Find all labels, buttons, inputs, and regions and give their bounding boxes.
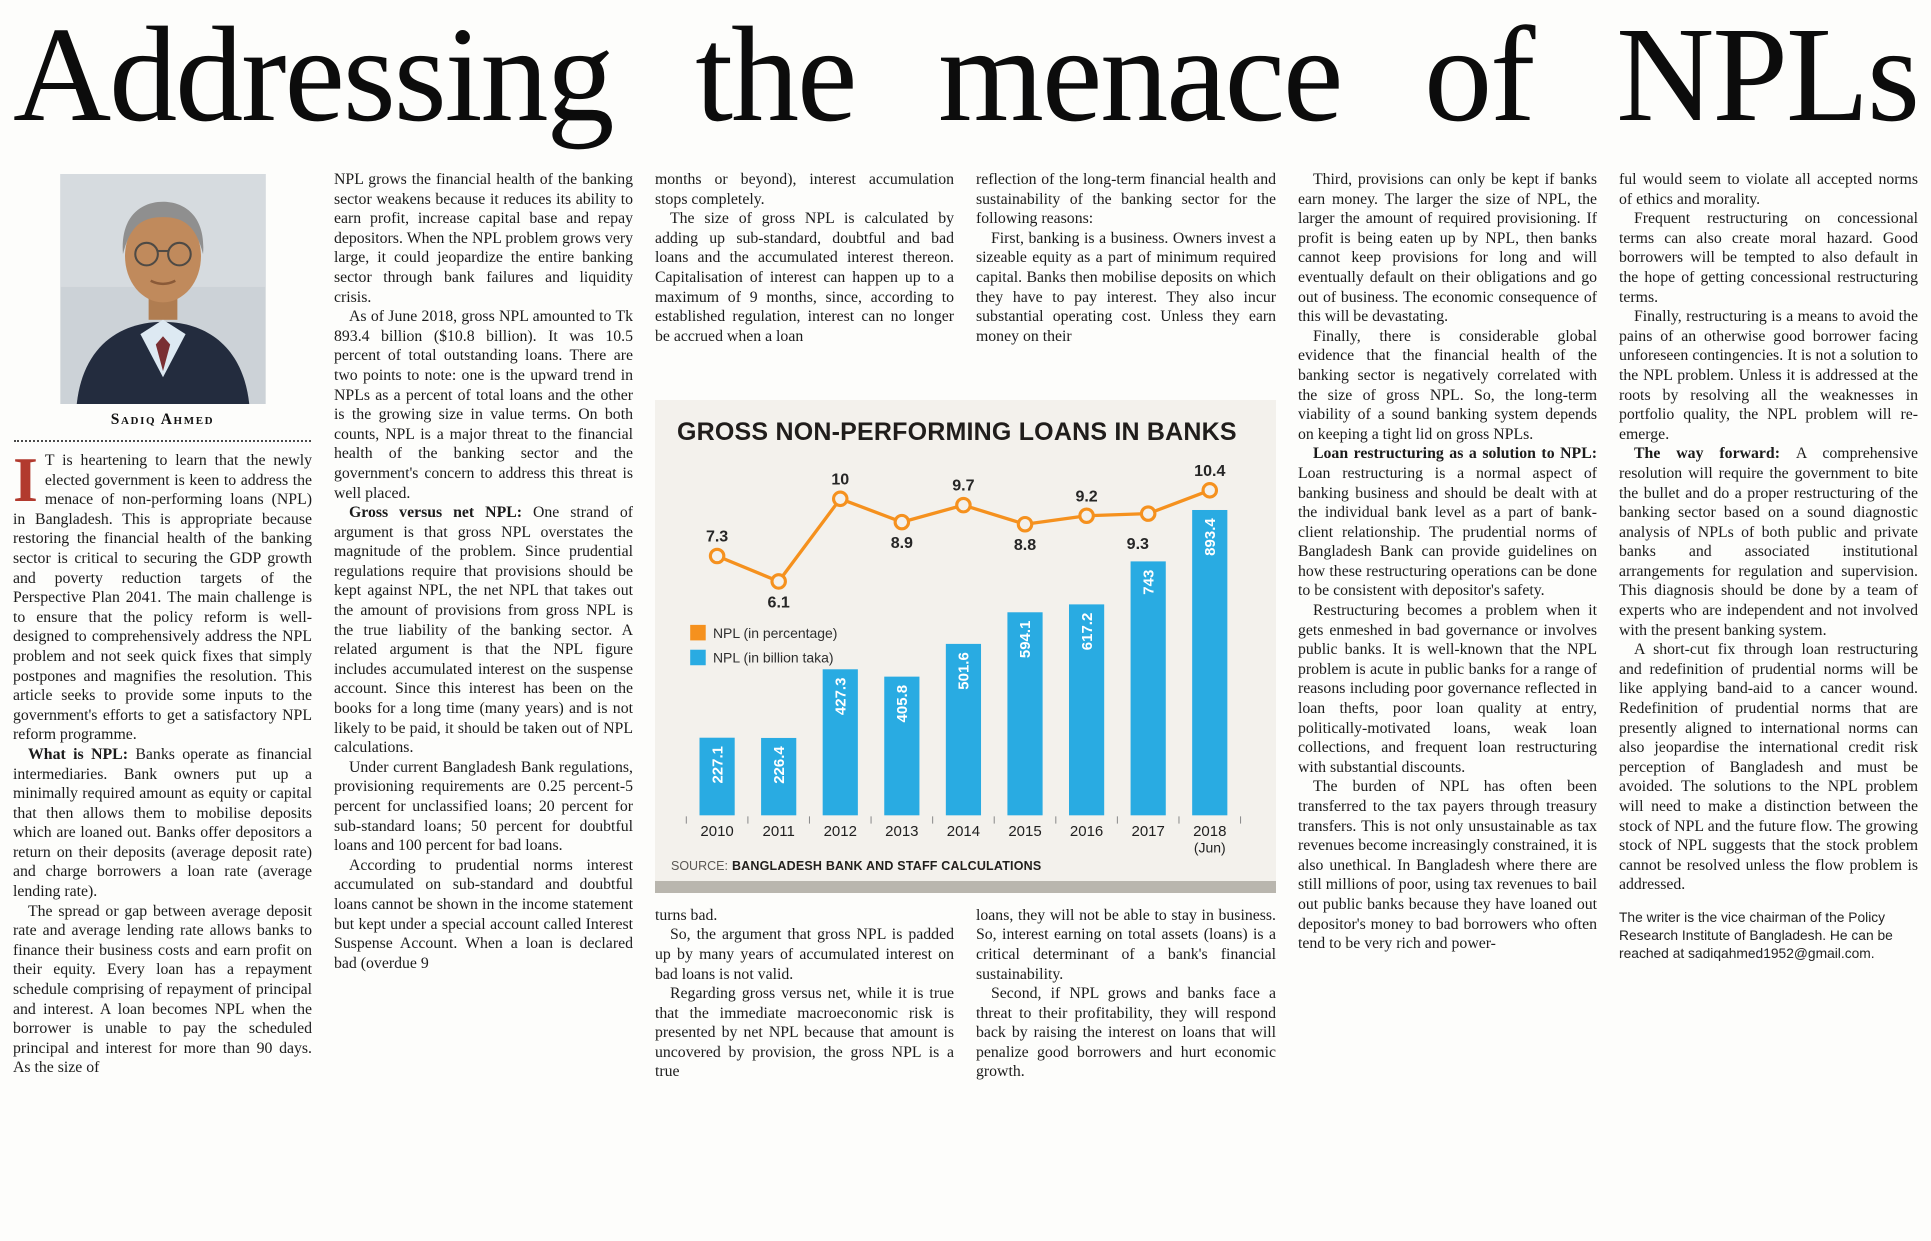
svg-text:10.4: 10.4 (1194, 462, 1225, 480)
svg-text:226.4: 226.4 (771, 746, 788, 784)
svg-text:594.1: 594.1 (1017, 621, 1034, 659)
paragraph: Finally, there is considerable global ev… (1298, 327, 1597, 443)
paragraph: Gross versus net NPL: One strand of argu… (334, 504, 633, 757)
chart-source-label: SOURCE: (671, 858, 728, 873)
svg-text:743: 743 (1140, 570, 1157, 595)
chart-title: GROSS NON-PERFORMING LOANS IN BANKS (677, 418, 1237, 446)
column-3-top-text: months or beyond), interest accumulation… (655, 170, 954, 390)
paragraph: reflection of the long-term financial he… (976, 171, 1276, 228)
svg-text:NPL (in percentage): NPL (in percentage) (713, 625, 838, 641)
middle-bottom-text: turns bad. So, the argument that gross NP… (655, 906, 1276, 1226)
svg-text:6.1: 6.1 (768, 593, 790, 611)
paragraph: First, banking is a business. Owners inv… (976, 229, 1276, 345)
paragraph: As of June 2018, gross NPL amounted to T… (334, 308, 633, 502)
paragraph: Restructuring becomes a problem when it … (1298, 602, 1597, 776)
paragraph: So, the argument that gross NPL is padde… (655, 926, 954, 983)
svg-text:2015: 2015 (1008, 823, 1041, 840)
svg-text:7.3: 7.3 (706, 528, 728, 546)
svg-text:2016: 2016 (1070, 823, 1103, 840)
npl-chart: GROSS NON-PERFORMING LOANS IN BANKS 227.… (655, 400, 1276, 893)
svg-text:9.2: 9.2 (1075, 487, 1097, 505)
column-4-top-text: reflection of the long-term financial he… (976, 170, 1276, 390)
article-column-6: ful would seem to violate all accepted n… (1619, 170, 1918, 1226)
svg-text:427.3: 427.3 (832, 678, 849, 716)
svg-text:10: 10 (831, 470, 849, 488)
svg-text:405.8: 405.8 (894, 685, 911, 723)
article-column-5: Third, provisions can only be kept if ba… (1298, 170, 1597, 1226)
paragraph-lead: What is NPL: (28, 745, 136, 763)
svg-text:2012: 2012 (824, 823, 857, 840)
paragraph: The burden of NPL has often been transfe… (1298, 778, 1597, 953)
column-5-text: Third, provisions can only be kept if ba… (1298, 170, 1597, 954)
paragraph: Under current Bangladesh Bank regulation… (334, 758, 633, 855)
author-caption: Sadiq Ahmed (110, 411, 215, 428)
chart-bottom-strip (655, 880, 1276, 893)
chart-canvas: 227.1 226.4 427.3 405.8 501.6 594.1 617.2 743 89… (685, 462, 1242, 856)
column-4-bottom-text: loans, they will not be able to stay in … (976, 906, 1276, 1226)
dotted-divider (14, 440, 311, 442)
paragraph: According to prudential norms interest a… (334, 856, 633, 972)
paragraph: Frequent restructuring on concessional t… (1619, 210, 1918, 306)
svg-text:9.3: 9.3 (1127, 535, 1149, 553)
drop-cap: I (13, 444, 38, 515)
paragraph: Second, if NPL grows and banks face a th… (976, 985, 1276, 1081)
paragraph: turns bad. (655, 906, 718, 924)
svg-text:2018: 2018 (1193, 823, 1226, 840)
chart-source: SOURCE: BANGLADESH BANK AND STAFF CALCULA… (655, 857, 1276, 881)
svg-text:8.8: 8.8 (1014, 536, 1036, 554)
paragraph: The way forward: A comprehensive resolut… (1619, 445, 1918, 639)
paragraph: What is NPL: Banks operate as financial … (13, 745, 312, 901)
column-3-bottom-text: turns bad. So, the argument that gross NP… (655, 906, 954, 1226)
paragraph: months or beyond), interest accumulation… (655, 171, 954, 208)
svg-text:2010: 2010 (700, 823, 733, 840)
middle-top-text: months or beyond), interest accumulation… (655, 170, 1276, 390)
paragraph: The spread or gap between average deposi… (13, 902, 312, 1077)
paragraph: Third, provisions can only be kept if ba… (1298, 171, 1597, 326)
article-column-2: NPL grows the financial health of the ba… (334, 170, 633, 1226)
svg-text:8.9: 8.9 (891, 534, 913, 552)
paragraph: loans, they will not be able to stay in … (976, 906, 1276, 983)
svg-text:2011: 2011 (763, 823, 795, 840)
svg-text:NPL (in billion taka): NPL (in billion taka) (713, 650, 834, 666)
headline: Addressing the menace of NPLs (13, 0, 1920, 150)
paragraph: ful would seem to violate all accepted n… (1619, 171, 1918, 208)
paragraph-lead: The way forward: (1634, 445, 1796, 463)
column-2-text: NPL grows the financial health of the ba… (334, 170, 633, 973)
svg-text:2017: 2017 (1131, 823, 1164, 840)
paragraph: Finally, restructuring is a means to avo… (1619, 308, 1918, 443)
paragraph: The size of gross NPL is calculated by a… (655, 210, 954, 345)
column-6-text: ful would seem to violate all accepted n… (1619, 170, 1918, 895)
author-photo (59, 174, 266, 404)
paragraph: Regarding gross versus net, while it is … (655, 985, 954, 1081)
svg-text:(Jun): (Jun) (1194, 840, 1226, 856)
chart-source-value: BANGLADESH BANK AND STAFF CALCULATIONS (731, 858, 1042, 873)
paragraph-lead: Loan restructuring as a solution to NPL: (1313, 445, 1597, 463)
author-block: Sadiq Ahmed (13, 174, 312, 429)
svg-text:893.4: 893.4 (1202, 518, 1219, 556)
article-middle-columns: months or beyond), interest accumulation… (655, 170, 1276, 1226)
svg-text:501.6: 501.6 (956, 652, 973, 690)
writer-note: The writer is the vice chairman of the P… (1619, 909, 1893, 962)
svg-text:227.1: 227.1 (709, 746, 726, 784)
paragraph: A short-cut fix through loan restructuri… (1619, 641, 1918, 894)
paragraph-lead: Gross versus net NPL: (349, 504, 533, 522)
svg-text:9.7: 9.7 (952, 477, 974, 495)
svg-text:617.2: 617.2 (1079, 613, 1096, 651)
paragraph: Loan restructuring as a solution to NPL:… (1298, 445, 1597, 600)
svg-text:2014: 2014 (947, 823, 980, 840)
paragraph: NPL grows the financial health of the ba… (334, 171, 633, 306)
svg-text:2013: 2013 (885, 823, 918, 840)
